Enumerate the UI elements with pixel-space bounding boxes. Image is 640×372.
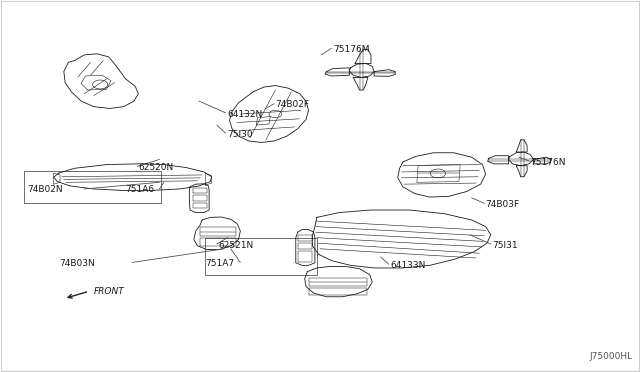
Text: 74B02F: 74B02F	[275, 100, 309, 109]
Text: J75000HL: J75000HL	[589, 352, 632, 361]
Text: 751A6: 751A6	[125, 185, 155, 194]
Text: 74B03N: 74B03N	[59, 259, 95, 268]
Text: 75176M: 75176M	[333, 45, 369, 54]
Text: 74B03F: 74B03F	[486, 200, 520, 209]
Text: 62520N: 62520N	[138, 163, 173, 172]
Text: 75I30: 75I30	[228, 130, 253, 139]
Text: 751A7: 751A7	[205, 259, 234, 268]
Text: 74B02N: 74B02N	[27, 185, 63, 194]
Text: FRONT: FRONT	[94, 287, 125, 296]
Text: 75176N: 75176N	[531, 157, 566, 167]
Text: 75I31: 75I31	[492, 241, 518, 250]
Text: 64132N: 64132N	[228, 109, 263, 119]
Text: 64133N: 64133N	[390, 261, 426, 270]
Text: 62521N: 62521N	[218, 241, 253, 250]
